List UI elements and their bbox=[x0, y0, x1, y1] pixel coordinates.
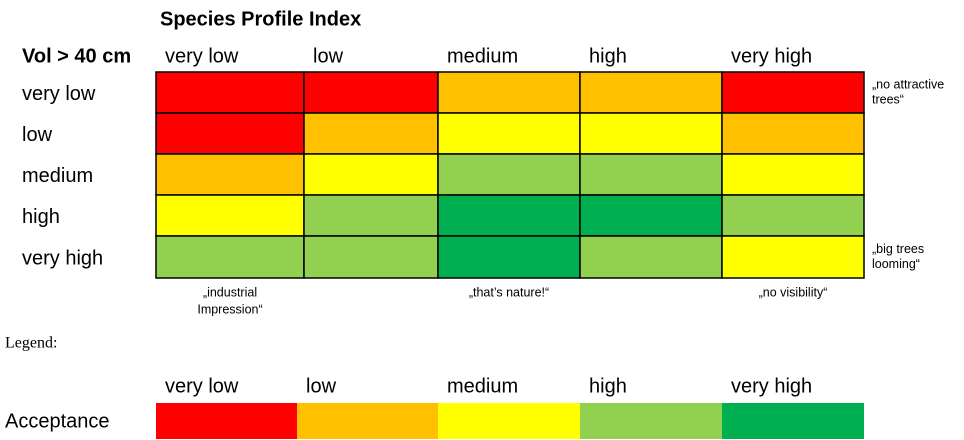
row-label: very high bbox=[22, 247, 103, 269]
cell bbox=[303, 71, 439, 114]
cell bbox=[437, 235, 581, 279]
legend-swatch bbox=[297, 403, 438, 439]
legend-swatch bbox=[438, 403, 580, 439]
side-note: looming“ bbox=[872, 257, 920, 271]
legend-level-label: high bbox=[589, 375, 627, 397]
row-header: Vol > 40 cm bbox=[22, 45, 131, 67]
cell bbox=[721, 235, 865, 279]
legend-swatch bbox=[580, 403, 722, 439]
side-note: „no attractive bbox=[872, 77, 944, 91]
cell bbox=[155, 71, 305, 114]
row-label: high bbox=[22, 206, 60, 228]
cell bbox=[303, 235, 439, 279]
side-note: „big trees bbox=[872, 242, 924, 256]
row-label: very low bbox=[22, 83, 96, 105]
cell bbox=[579, 153, 723, 196]
cell bbox=[721, 71, 865, 114]
cell bbox=[721, 153, 865, 196]
cell bbox=[579, 112, 723, 155]
row-label: medium bbox=[22, 165, 93, 187]
legend-swatch bbox=[722, 403, 864, 439]
column-label: low bbox=[313, 45, 344, 67]
cell bbox=[437, 71, 581, 114]
column-label: high bbox=[589, 45, 627, 67]
cell bbox=[579, 194, 723, 237]
cell bbox=[303, 194, 439, 237]
cell bbox=[437, 194, 581, 237]
cell bbox=[437, 153, 581, 196]
side-note: trees“ bbox=[872, 92, 904, 106]
cell bbox=[579, 71, 723, 114]
legend-level-label: very high bbox=[731, 375, 812, 397]
bottom-note: „no visibility“ bbox=[759, 285, 828, 299]
cell bbox=[155, 112, 305, 155]
row-label: low bbox=[22, 124, 53, 146]
column-label: very high bbox=[731, 45, 812, 67]
cell bbox=[155, 235, 305, 279]
legend-label: Acceptance bbox=[5, 410, 110, 432]
legend-swatch bbox=[156, 403, 297, 439]
column-label: medium bbox=[447, 45, 518, 67]
cell bbox=[579, 235, 723, 279]
cell bbox=[155, 194, 305, 237]
legend-heading: Legend: bbox=[5, 335, 57, 352]
cell bbox=[303, 112, 439, 155]
bottom-note: „industrial bbox=[203, 285, 257, 299]
bottom-note: Impression“ bbox=[197, 302, 262, 316]
cell bbox=[303, 153, 439, 196]
legend-level-label: medium bbox=[447, 375, 518, 397]
cell bbox=[721, 112, 865, 155]
bottom-note: „that’s nature!“ bbox=[469, 285, 549, 299]
cell bbox=[155, 153, 305, 196]
column-label: very low bbox=[165, 45, 239, 67]
cell bbox=[721, 194, 865, 237]
legend-level-label: low bbox=[306, 375, 337, 397]
cell bbox=[437, 112, 581, 155]
legend-level-label: very low bbox=[165, 375, 239, 397]
title: Species Profile Index bbox=[160, 8, 361, 30]
